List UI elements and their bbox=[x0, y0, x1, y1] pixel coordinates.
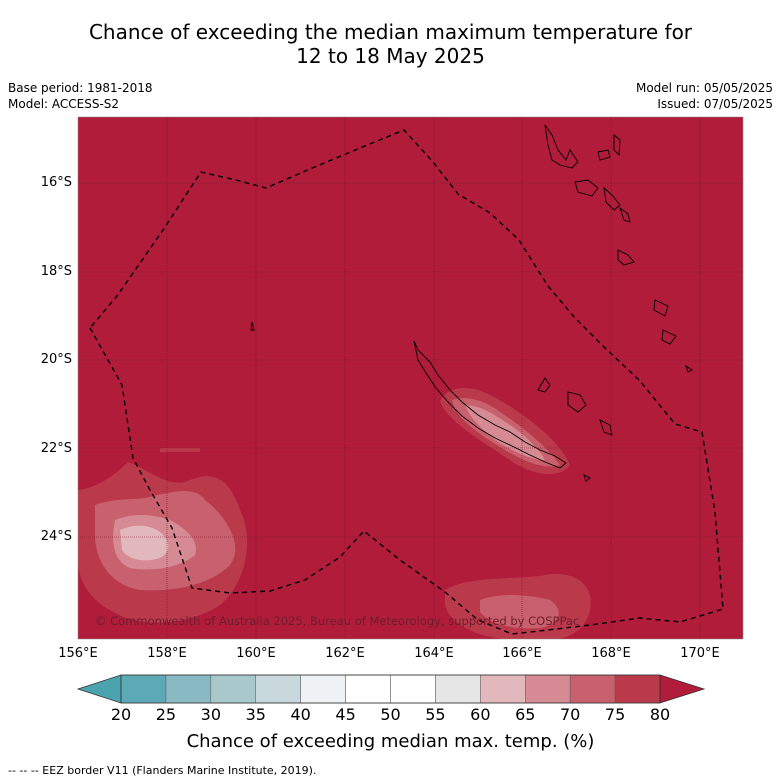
model-label: Model: ACCESS-S2 bbox=[8, 97, 120, 111]
new-caledonia-coast bbox=[413, 340, 567, 469]
anomaly-55-60 bbox=[120, 525, 169, 561]
colorbar-tick-label: 45 bbox=[335, 705, 356, 724]
colorbar-cell bbox=[210, 674, 256, 704]
base-period-label: Base period: 1981-2018 bbox=[8, 81, 153, 95]
eez-border bbox=[89, 129, 724, 635]
lat-label: 20°S bbox=[40, 352, 72, 367]
colorbar-cell bbox=[525, 674, 571, 704]
lon-label: 160°E bbox=[236, 646, 276, 661]
colorbar-cell bbox=[255, 674, 301, 704]
colorbar-cell bbox=[345, 674, 391, 704]
colorbar-tick-label: 25 bbox=[155, 705, 177, 724]
lat-label: 24°S bbox=[40, 529, 72, 544]
colorbar-cell bbox=[480, 674, 526, 704]
colorbar-cell bbox=[569, 674, 616, 704]
map-title-line1: Chance of exceeding the median maximum t… bbox=[88, 20, 693, 44]
lat-label: 18°S bbox=[40, 264, 72, 279]
colorbar-tick-label: 80 bbox=[649, 705, 671, 724]
colorbar-cell bbox=[120, 674, 167, 704]
colorbar-cell bbox=[300, 674, 346, 704]
colorbar bbox=[76, 674, 706, 704]
colorbar-tick-label: 70 bbox=[559, 705, 581, 724]
coastlines bbox=[250, 124, 693, 482]
graticule bbox=[78, 117, 743, 639]
colorbar-under-arrow bbox=[76, 674, 122, 704]
eez-legend-footer: -- -- -- EEZ border V11 (Flanders Marine… bbox=[8, 764, 317, 777]
colorbar-over-arrow bbox=[659, 674, 706, 704]
lon-label: 170°E bbox=[680, 646, 720, 661]
colorbar-tick-label: 60 bbox=[470, 705, 491, 724]
lon-label: 158°E bbox=[147, 646, 187, 661]
issued-label: Issued: 07/05/2025 bbox=[657, 97, 773, 111]
copyright-notice: © Commonwealth of Australia 2025, Bureau… bbox=[95, 614, 580, 628]
model-run-label: Model run: 05/05/2025 bbox=[635, 81, 773, 95]
map-title-line2: 12 to 18 May 2025 bbox=[296, 44, 485, 68]
colorbar-tick-label: 75 bbox=[604, 705, 626, 724]
vanuatu-coast bbox=[544, 124, 579, 169]
colorbar-tick-label: 50 bbox=[380, 705, 401, 724]
lon-label: 164°E bbox=[414, 646, 454, 661]
lon-label: 156°E bbox=[58, 646, 98, 661]
lon-label: 162°E bbox=[325, 646, 365, 661]
colorbar-tick-label: 55 bbox=[425, 705, 446, 724]
colorbar-tick-label: 40 bbox=[290, 705, 311, 724]
colorbar-cell bbox=[165, 674, 212, 704]
colorbar-tick-label: 35 bbox=[245, 705, 266, 724]
colorbar-tick-label: 30 bbox=[200, 705, 221, 724]
colorbar-title: Chance of exceeding median max. temp. (%… bbox=[186, 731, 595, 752]
lat-label: 16°S bbox=[40, 175, 72, 190]
colorbar-cell bbox=[614, 674, 661, 704]
lon-label: 168°E bbox=[591, 646, 631, 661]
colorbar-cell bbox=[390, 674, 436, 704]
lon-label: 166°E bbox=[502, 646, 542, 661]
colorbar-cell bbox=[435, 674, 481, 704]
colorbar-tick-label: 20 bbox=[110, 705, 132, 724]
lat-label: 22°S bbox=[40, 441, 72, 456]
colorbar-tick-label: 65 bbox=[515, 705, 536, 724]
